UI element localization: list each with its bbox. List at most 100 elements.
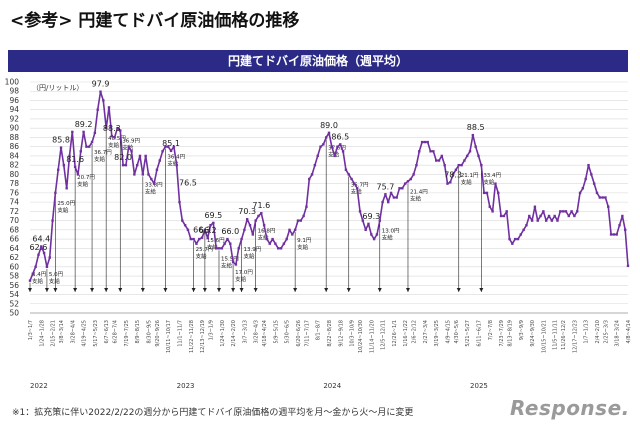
data-value-label: 97.9: [92, 80, 110, 89]
data-point: [107, 106, 111, 109]
data-point: [206, 236, 209, 240]
data-point: [339, 143, 342, 146]
data-point: [587, 163, 590, 167]
subsidy-amount-label: 25.0円: [57, 200, 75, 207]
data-point: [615, 233, 618, 236]
x-tick-label: 5/17~5/23: [93, 320, 99, 347]
data-point: [71, 130, 74, 134]
x-tick-label: 2/6~2/12: [412, 320, 418, 343]
y-tick-label: 92: [9, 114, 19, 123]
data-point: [183, 224, 187, 227]
y-tick-label: 100: [5, 78, 20, 87]
subsidy-amount-label: 40.5円: [108, 135, 126, 142]
subsidy-arrowhead: [90, 288, 95, 292]
data-point: [595, 191, 599, 195]
data-point: [364, 228, 367, 232]
data-value-label: 88.5: [467, 123, 485, 132]
data-point: [590, 173, 593, 176]
x-tick-label: 3/8~3/14: [59, 320, 65, 343]
x-tick-label: 1/3~1/7: [28, 320, 34, 340]
data-point: [564, 210, 568, 213]
chart-title: 円建てドバイ原油価格（週平均）: [227, 54, 408, 68]
x-tick-label: 5/30~6/5: [285, 320, 291, 343]
subsidy-support-label: 支給: [196, 252, 208, 260]
data-value-label: 75.7: [377, 182, 395, 191]
subsidy-amount-label: 36.7円: [94, 149, 112, 156]
data-point: [144, 154, 147, 158]
data-point: [446, 182, 449, 185]
data-point: [150, 177, 153, 181]
data-point: [127, 145, 130, 148]
subsidy-support-label: 支給: [382, 234, 394, 242]
subsidy-arrowhead: [405, 288, 410, 292]
x-tick-label: 3/18~3/24: [615, 320, 621, 347]
data-point: [415, 163, 418, 167]
data-point: [28, 279, 32, 282]
x-tick-label: 12/17~12/23: [572, 320, 578, 353]
x-tick-label: 10/24~10/30: [358, 320, 364, 353]
data-point: [471, 133, 475, 137]
data-point: [626, 264, 630, 268]
data-point: [375, 233, 379, 236]
x-tick-label: 3/28~4/4: [70, 320, 76, 343]
data-point: [392, 196, 396, 199]
subsidy-amount-label: 35.7円: [351, 181, 369, 188]
x-tick-label: 1/3~1/9: [209, 320, 215, 340]
data-point: [200, 236, 204, 239]
data-point: [279, 247, 283, 250]
data-point: [604, 196, 607, 199]
data-point: [525, 224, 528, 227]
data-point: [451, 173, 455, 176]
data-point: [499, 214, 503, 218]
data-point: [40, 245, 43, 248]
data-point: [73, 165, 77, 169]
data-point: [536, 219, 539, 222]
x-tick-label: 8/22~8/28: [327, 320, 333, 347]
x-tick-label: 8/1~8/7: [316, 320, 322, 340]
data-point: [584, 177, 587, 181]
data-point: [542, 210, 545, 213]
data-point: [130, 150, 133, 153]
subsidy-arrowhead: [202, 288, 207, 292]
data-point: [237, 247, 240, 250]
x-tick-label: 5/9~5/15: [273, 320, 279, 343]
subsidy-support-label: 支給: [244, 252, 256, 260]
subsidy-arrowhead: [118, 288, 123, 292]
data-point: [99, 90, 102, 93]
data-point: [234, 263, 238, 266]
y-tick-label: 64: [9, 244, 19, 253]
data-point: [102, 99, 105, 102]
x-tick-label: 6/20~6/26: [296, 320, 302, 347]
data-point: [609, 233, 613, 236]
subsidy-amount-label: 33.4円: [483, 172, 501, 179]
data-point: [403, 182, 407, 185]
data-point: [54, 191, 57, 195]
data-point: [494, 182, 497, 185]
subsidy-support-label: 支給: [77, 180, 89, 188]
data-point: [378, 219, 381, 222]
data-point: [409, 177, 413, 181]
data-point: [519, 233, 523, 236]
y-tick-label: 54: [9, 290, 19, 299]
data-point: [381, 200, 384, 204]
data-value-label: 71.6: [252, 201, 270, 210]
data-point: [305, 205, 308, 208]
data-value-label: 76.5: [179, 179, 197, 188]
x-tick-label: 2/15~2/21: [51, 320, 57, 347]
x-tick-label: 11/1~11/7: [178, 320, 184, 347]
data-point: [198, 237, 201, 241]
subsidy-arrowhead: [44, 288, 49, 292]
y-tick-label: 94: [9, 105, 19, 114]
data-point: [212, 221, 215, 225]
data-point: [420, 140, 424, 144]
data-point: [437, 159, 441, 162]
data-point: [203, 228, 207, 232]
data-point: [429, 150, 432, 153]
year-label: 2025: [470, 382, 488, 390]
data-point: [158, 159, 161, 162]
data-point: [601, 196, 604, 199]
subsidy-support-label: 支給: [235, 275, 247, 283]
x-tick-label: 6/28~7/4: [113, 320, 119, 343]
data-point: [513, 237, 517, 241]
